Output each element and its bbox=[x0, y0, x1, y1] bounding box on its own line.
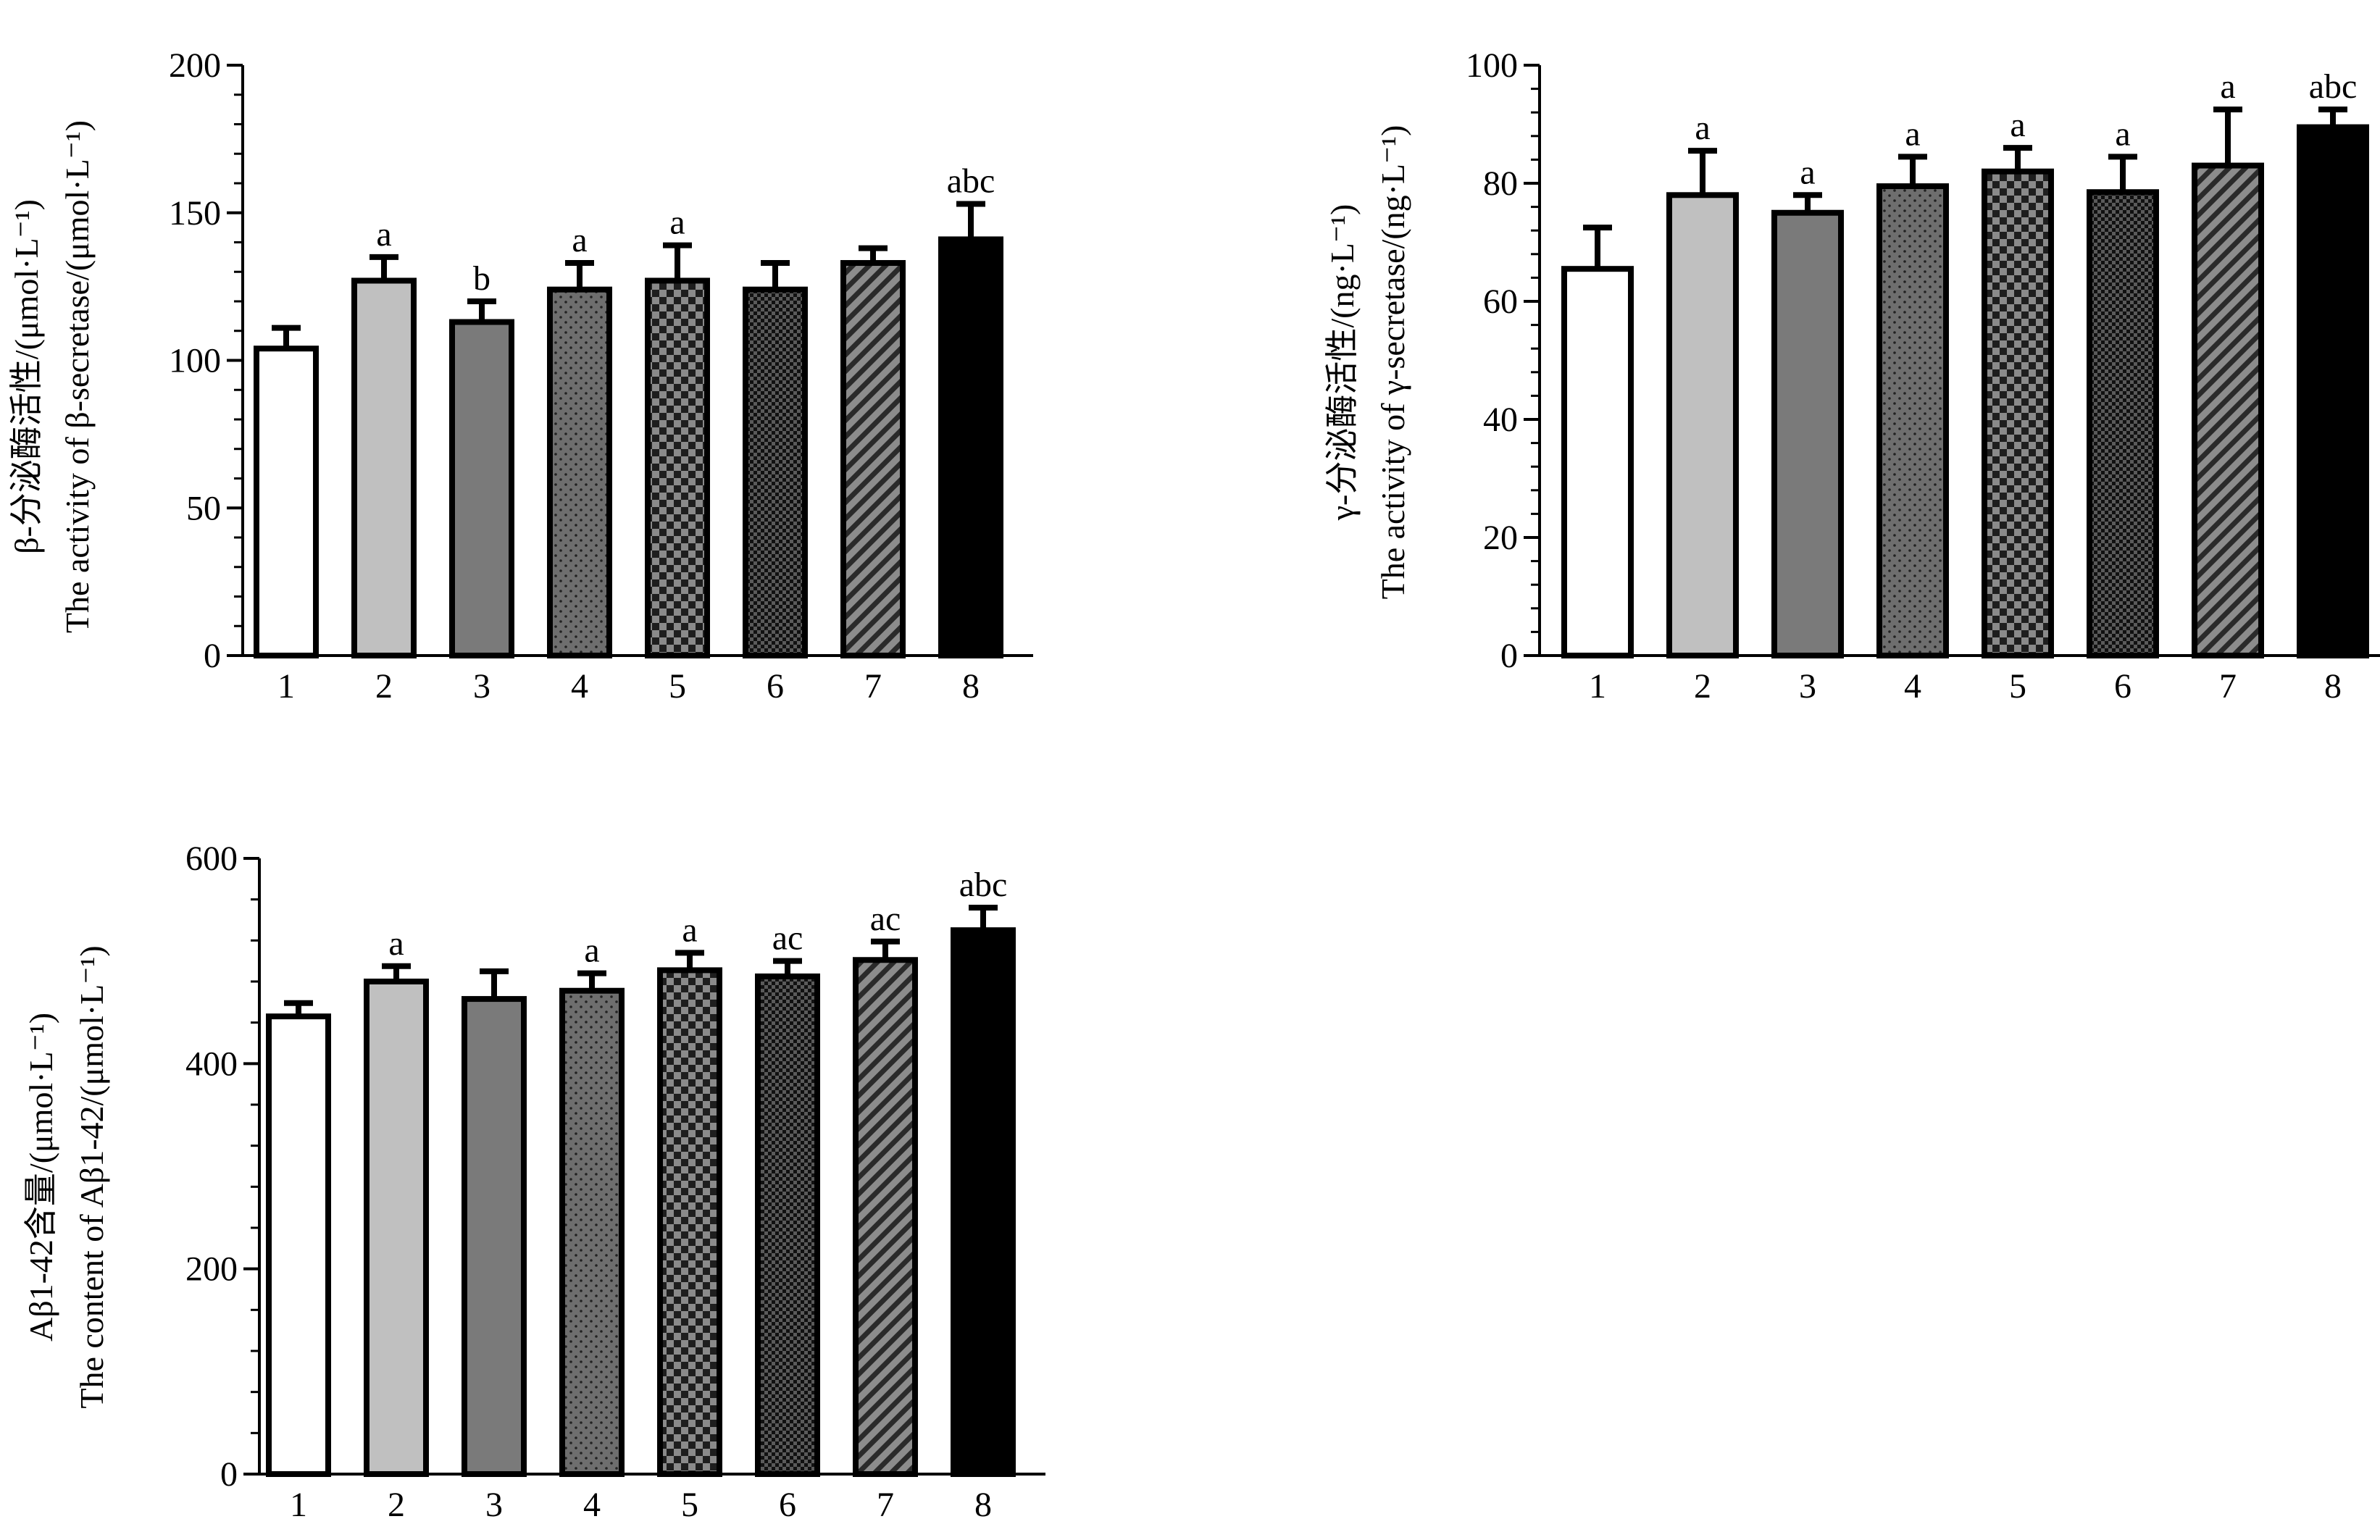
x-tick-label: 2 bbox=[388, 1486, 405, 1524]
bar-7 bbox=[840, 260, 906, 658]
bar-3 bbox=[1771, 209, 1844, 658]
significance-label: a bbox=[1905, 114, 1920, 153]
significance-label: a bbox=[572, 221, 587, 259]
y-tick-label: 100 bbox=[1466, 46, 1518, 85]
y-tick-label: 40 bbox=[1483, 401, 1518, 439]
y-tick-label: 100 bbox=[169, 342, 221, 380]
bar-8 bbox=[951, 927, 1016, 1477]
bar-2 bbox=[364, 979, 429, 1477]
x-tick-label: 7 bbox=[2219, 667, 2237, 706]
significance-label: a bbox=[2220, 67, 2235, 106]
y-axis-label-cn: β-分泌酶活性/(μmol·L⁻¹) bbox=[8, 199, 45, 554]
bar-4 bbox=[559, 987, 625, 1477]
significance-label: a bbox=[2010, 106, 2025, 144]
x-tick-label: 1 bbox=[277, 667, 295, 706]
x-tick-label: 4 bbox=[1904, 667, 1921, 706]
significance-label: b bbox=[473, 259, 490, 298]
bar-6 bbox=[2087, 189, 2159, 659]
y-tick-label: 20 bbox=[1483, 519, 1518, 557]
y-axis-label-cn: γ-分泌酶活性/(ng·L⁻¹) bbox=[1324, 204, 1361, 522]
x-tick-label: 1 bbox=[1589, 667, 1606, 706]
x-tick-label: 8 bbox=[962, 667, 980, 706]
bar-3 bbox=[449, 319, 514, 658]
significance-label: a bbox=[682, 911, 697, 949]
bar-1 bbox=[266, 1013, 331, 1477]
significance-label: abc bbox=[959, 866, 1008, 904]
bar-4 bbox=[1876, 183, 1949, 658]
y-axis-label-en: The content of Aβ1-42/(μmol·L⁻¹) bbox=[73, 945, 110, 1408]
x-tick-label: 5 bbox=[2009, 667, 2026, 706]
bar-3 bbox=[462, 996, 527, 1478]
y-axis-label-cn: Aβ1-42含量/(μmol·L⁻¹) bbox=[22, 1013, 59, 1342]
y-axis-label-en: The activity of β-secretase/(μmol·L⁻¹) bbox=[59, 120, 96, 633]
y-tick-label: 80 bbox=[1483, 164, 1518, 203]
bar-8 bbox=[938, 236, 1003, 658]
x-tick-label: 1 bbox=[290, 1486, 307, 1524]
y-tick-label: 400 bbox=[185, 1045, 238, 1083]
bar-8 bbox=[2297, 124, 2369, 658]
beta-secretase-chart: β-分泌酶活性/(μmol·L⁻¹) The activity of β-sec… bbox=[8, 46, 1033, 706]
significance-label: abc bbox=[2309, 67, 2358, 106]
significance-label: a bbox=[388, 924, 404, 963]
y-tick-label: 60 bbox=[1483, 283, 1518, 321]
x-tick-label: 2 bbox=[375, 667, 393, 706]
bar-5 bbox=[657, 967, 722, 1477]
x-tick-label: 5 bbox=[669, 667, 686, 706]
y-tick-label: 50 bbox=[186, 489, 221, 527]
y-tick-label: 0 bbox=[1500, 637, 1518, 675]
x-tick-label: 2 bbox=[1694, 667, 1711, 706]
bar-1 bbox=[1561, 266, 1634, 658]
x-tick-label: 6 bbox=[779, 1486, 796, 1524]
y-tick-label: 0 bbox=[220, 1455, 238, 1494]
x-tick-label: 3 bbox=[485, 1486, 503, 1524]
y-tick-label: 0 bbox=[204, 637, 221, 675]
y-tick-label: 200 bbox=[185, 1250, 238, 1289]
x-tick-label: 4 bbox=[583, 1486, 601, 1524]
significance-label: a bbox=[669, 204, 685, 242]
bar-6 bbox=[755, 973, 820, 1477]
significance-label: a bbox=[1695, 109, 1710, 147]
x-tick-label: 6 bbox=[2114, 667, 2131, 706]
significance-label: a bbox=[376, 215, 391, 254]
x-tick-label: 6 bbox=[767, 667, 784, 706]
significance-label: abc bbox=[947, 162, 995, 201]
y-axis-label-en: The activity of γ-secretase/(ng·L⁻¹) bbox=[1374, 125, 1411, 600]
gamma-secretase-chart: γ-分泌酶活性/(ng·L⁻¹) The activity of γ-secre… bbox=[1324, 46, 2380, 706]
bar-1 bbox=[254, 346, 319, 658]
bar-7 bbox=[853, 957, 918, 1477]
y-tick-label: 200 bbox=[169, 46, 221, 85]
x-tick-label: 4 bbox=[571, 667, 588, 706]
bar-5 bbox=[645, 277, 710, 659]
bar-2 bbox=[1666, 192, 1739, 658]
y-tick-label: 150 bbox=[169, 194, 221, 233]
x-tick-label: 3 bbox=[1799, 667, 1816, 706]
significance-label: a bbox=[2115, 114, 2130, 153]
x-tick-label: 3 bbox=[473, 667, 490, 706]
significance-label: ac bbox=[870, 900, 901, 938]
significance-label: ac bbox=[772, 919, 803, 958]
x-tick-label: 7 bbox=[864, 667, 882, 706]
bar-2 bbox=[351, 277, 417, 659]
significance-label: a bbox=[584, 932, 599, 970]
x-tick-label: 5 bbox=[681, 1486, 698, 1524]
x-tick-label: 8 bbox=[974, 1486, 992, 1524]
abeta-content-chart: Aβ1-42含量/(μmol·L⁻¹) The content of Aβ1-4… bbox=[22, 840, 1045, 1524]
x-tick-label: 7 bbox=[877, 1486, 894, 1524]
bar-4 bbox=[547, 286, 612, 658]
bar-5 bbox=[1982, 168, 2054, 658]
bar-6 bbox=[743, 286, 808, 658]
y-tick-label: 600 bbox=[185, 840, 238, 878]
bar-7 bbox=[2192, 162, 2264, 659]
significance-label: a bbox=[1800, 153, 1815, 191]
x-tick-label: 8 bbox=[2324, 667, 2342, 706]
